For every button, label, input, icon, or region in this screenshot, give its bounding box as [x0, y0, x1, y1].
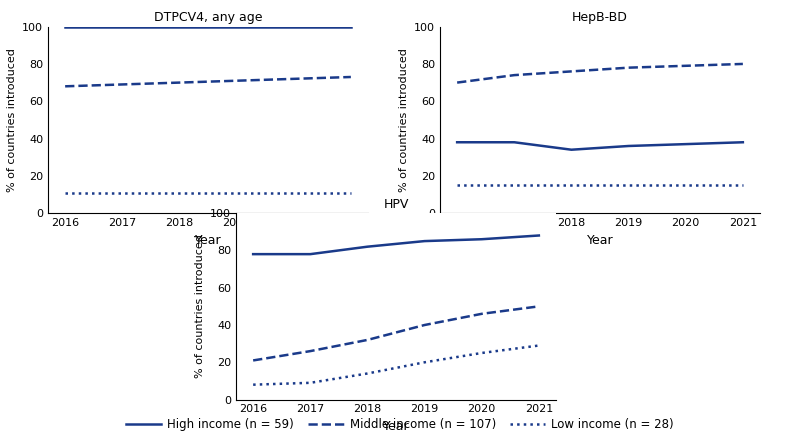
- X-axis label: Year: Year: [382, 420, 410, 433]
- Legend: High income (n = 59), Middle income (n = 107), Low income (n = 28): High income (n = 59), Middle income (n =…: [122, 413, 678, 436]
- Title: DTPCV4, any age: DTPCV4, any age: [154, 11, 262, 24]
- Title: HepB-BD: HepB-BD: [572, 11, 628, 24]
- Title: HPV: HPV: [383, 198, 409, 210]
- X-axis label: Year: Year: [194, 234, 222, 246]
- Y-axis label: % of countries introduced: % of countries introduced: [6, 48, 17, 192]
- Y-axis label: % of countries introduced: % of countries introduced: [194, 234, 205, 378]
- Y-axis label: % of countries introduced: % of countries introduced: [398, 48, 409, 192]
- X-axis label: Year: Year: [586, 234, 614, 246]
